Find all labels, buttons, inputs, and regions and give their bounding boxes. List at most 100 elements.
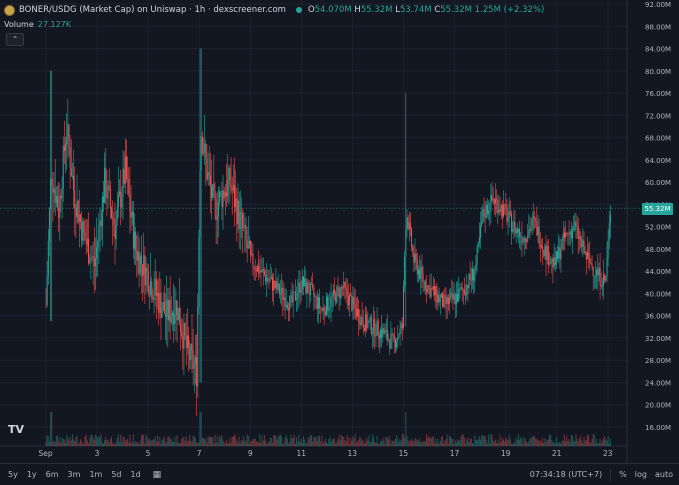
volume-bar [536, 439, 538, 446]
candle-body [76, 200, 78, 217]
volume-bar [79, 439, 81, 446]
candle-body [94, 258, 96, 267]
volume-bar [209, 436, 211, 446]
candle-body [588, 252, 590, 255]
candle-body [132, 211, 134, 249]
candle-body [380, 329, 382, 339]
volume-bar [273, 435, 275, 446]
volume-bar [546, 439, 548, 446]
candle-body [212, 184, 214, 198]
volume-bar [331, 439, 333, 446]
volume-bar [508, 434, 510, 446]
candle-body [128, 178, 130, 195]
time-tick-label: 9 [248, 449, 253, 458]
candle-body [46, 276, 48, 305]
volume-bar [499, 435, 501, 446]
volume-bar [125, 440, 127, 446]
candle-body [392, 333, 394, 336]
candle-body [242, 214, 244, 229]
volume-bar [404, 437, 406, 446]
volume-bar [496, 443, 498, 446]
ohlc-values: O54.070M H55.32M L53.74M C55.32M 1.25M (… [307, 5, 545, 15]
range-1y[interactable]: 1y [26, 470, 37, 479]
volume-bar [289, 441, 291, 446]
calendar-icon[interactable]: ▦ [152, 469, 162, 480]
volume-bar [427, 437, 429, 446]
candle-body [204, 143, 206, 153]
volume-bar [519, 439, 521, 446]
volume-bar [47, 436, 49, 446]
volume-bar [320, 441, 322, 446]
volume-bar [570, 435, 572, 446]
volume-bar [62, 439, 64, 446]
log-toggle[interactable]: log [634, 470, 647, 479]
candle-body [109, 188, 111, 208]
candle-body [337, 287, 339, 288]
volume-bar [569, 442, 571, 446]
volume-bar [60, 443, 62, 446]
volume-bar [573, 441, 575, 446]
candle-body [552, 258, 554, 268]
volume-bar [90, 434, 92, 446]
candle-body [604, 274, 606, 281]
token-logo-icon [4, 4, 15, 16]
volume-bar [75, 437, 77, 446]
candle-body [66, 136, 68, 145]
volume-bar [412, 441, 414, 446]
volume-bar [200, 412, 202, 446]
volume-bar [415, 439, 417, 446]
volume-bar [154, 436, 156, 446]
candle-body [344, 281, 346, 287]
volume-bar [360, 438, 362, 446]
range-3m[interactable]: 3m [67, 470, 81, 479]
candle-body [213, 184, 215, 191]
volume-bar [522, 443, 524, 446]
range-1m[interactable]: 1m [89, 470, 103, 479]
clock-time[interactable]: 07:34:18 (UTC+7) [529, 470, 603, 479]
volume-bar [97, 438, 99, 446]
candle-body [598, 267, 600, 276]
candle-body [505, 204, 507, 210]
symbol-title[interactable]: BONER/USDG (Market Cap) on Uniswap · 1h … [19, 5, 286, 15]
volume-bar [329, 436, 331, 446]
volume-bar [592, 434, 594, 446]
volume-bar [388, 439, 390, 446]
candle-body [105, 167, 107, 198]
candle-body [327, 296, 329, 311]
volume-bar [160, 443, 162, 446]
volume-bar [396, 434, 398, 446]
candle-body [73, 175, 75, 191]
price-tick-label: 76.00M [645, 90, 671, 98]
range-5y[interactable]: 5y [8, 470, 18, 479]
range-5d[interactable]: 5d [111, 470, 122, 479]
volume-bar [52, 442, 54, 446]
volume-bar [553, 441, 555, 446]
tradingview-logo-icon[interactable]: TV [8, 423, 25, 436]
volume-bar [400, 439, 402, 446]
volume-bar [137, 443, 139, 446]
candle-body [412, 246, 414, 252]
auto-toggle[interactable]: auto [654, 470, 673, 479]
volume-bar [309, 435, 311, 446]
volume-bar [65, 442, 67, 446]
volume-bar [181, 439, 183, 446]
volume-bar [574, 441, 576, 446]
volume-bar [332, 438, 334, 446]
candle-body [570, 231, 572, 239]
candle-body [69, 146, 71, 169]
range-1d[interactable]: 1d [130, 470, 141, 479]
candle-body [90, 257, 92, 263]
volume-bar [365, 441, 367, 446]
percent-toggle[interactable]: % [619, 470, 627, 479]
candle-body [174, 314, 176, 325]
candle-body [56, 196, 58, 209]
candle-body [390, 334, 392, 349]
candle-body [221, 190, 223, 207]
volume-bar [467, 437, 469, 446]
volume-bar [598, 442, 600, 446]
collapse-legend-button[interactable]: ⌃ [6, 33, 24, 46]
range-6m[interactable]: 6m [45, 470, 59, 479]
volume-bar [535, 438, 537, 446]
